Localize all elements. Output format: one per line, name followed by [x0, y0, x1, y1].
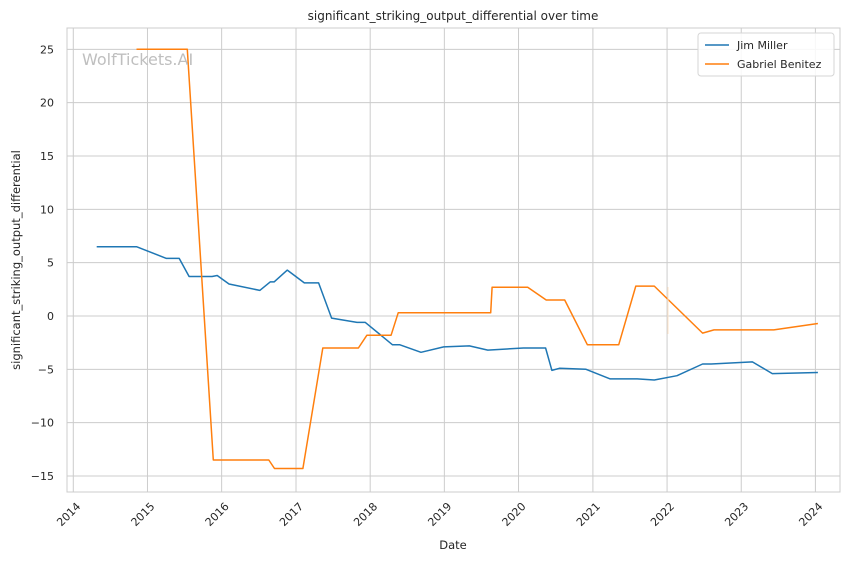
x-tick-label-2019: 2019 [425, 500, 454, 529]
watermark: WolfTickets.AI [82, 50, 193, 69]
series-line-gabriel-benitez [136, 48, 819, 470]
legend-label-jim-miller: Jim Miller [736, 39, 788, 52]
y-axis-label: significant_striking_output_differential [9, 150, 23, 370]
x-tick-label-2016: 2016 [203, 500, 232, 529]
x-tick-label-2015: 2015 [128, 500, 157, 529]
x-tick-label-2023: 2023 [722, 500, 751, 529]
x-tick-label-2022: 2022 [648, 500, 677, 529]
plot-area-background [67, 28, 840, 492]
plot-area-border [66, 27, 841, 493]
x-tick-label-2018: 2018 [351, 500, 380, 529]
y-tick-label-15: 15 [40, 150, 54, 163]
chart-title: significant_striking_output_differential… [308, 9, 599, 23]
y-tick-label-10: 10 [40, 203, 54, 216]
y-tick-label--15: −15 [31, 470, 54, 483]
y-tick-label-0: 0 [47, 310, 54, 323]
legend-box [697, 32, 835, 77]
y-tick-label-20: 20 [40, 97, 54, 110]
y-tick-label--5: −5 [38, 363, 54, 376]
legend: Jim Miller Gabriel Benitez [697, 32, 835, 77]
y-tick-label--10: −10 [31, 417, 54, 430]
x-tick-label-2024: 2024 [796, 500, 825, 529]
x-tick-label-2021: 2021 [574, 500, 603, 529]
series-line-jim-miller [96, 245, 818, 381]
x-tick-label-2014: 2014 [54, 500, 83, 529]
y-tick-label-5: 5 [47, 257, 54, 270]
x-axis-ticks: 2014 2015 2016 2017 2018 2019 2020 2021 2022 2023… [54, 500, 825, 529]
x-axis-label: Date [439, 538, 467, 552]
series-layer [96, 48, 819, 470]
legend-label-gabriel-benitez: Gabriel Benitez [737, 58, 822, 71]
x-tick-label-2020: 2020 [500, 500, 529, 529]
x-tick-label-2017: 2017 [277, 500, 306, 529]
y-tick-label-25: 25 [40, 43, 54, 56]
y-axis-ticks: −15 −10 −5 0 5 10 15 20 25 [31, 43, 54, 483]
